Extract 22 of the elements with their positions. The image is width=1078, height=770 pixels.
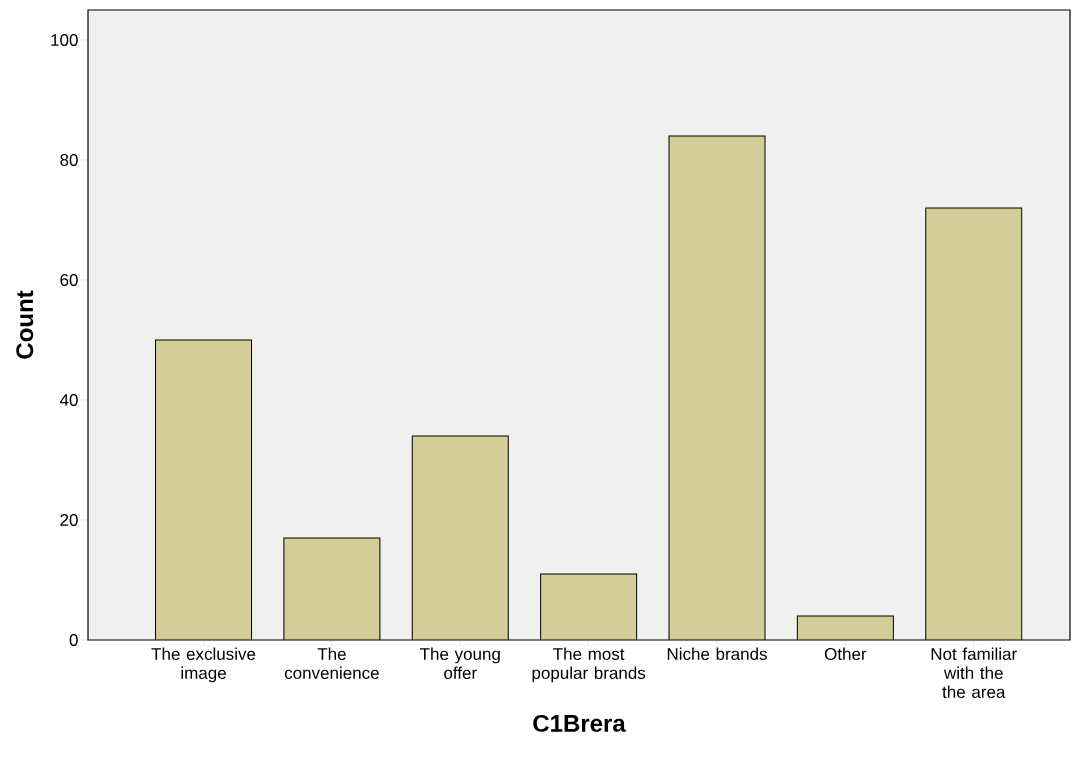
- y-tick-label: 100: [51, 33, 78, 47]
- x-tick-label: The exclusive image: [151, 647, 256, 683]
- y-tick-label: 60: [60, 273, 78, 287]
- y-tick-label: 80: [60, 153, 78, 167]
- x-tick-label: The young offer: [420, 647, 500, 680]
- y-axis-title: Count: [16, 290, 34, 359]
- x-tick-label: Not familiar with the the area: [931, 647, 1017, 699]
- x-axis-title: C1Brera: [533, 714, 626, 732]
- x-tick-label: Other: [824, 647, 867, 661]
- x-tick-label: Niche brands: [667, 647, 767, 661]
- x-tick-label: The convenience: [284, 647, 379, 680]
- y-tick-label: 20: [60, 513, 78, 527]
- bar: [925, 207, 1023, 640]
- y-tick-label: 0: [69, 633, 78, 647]
- bar: [283, 537, 380, 640]
- bar: [412, 435, 509, 640]
- bar: [669, 135, 765, 640]
- y-tick-label: 40: [59, 393, 78, 407]
- bar: [155, 339, 252, 640]
- bar: [797, 615, 894, 640]
- x-tick-label: The most popular brands: [532, 647, 646, 683]
- bar: [540, 573, 637, 640]
